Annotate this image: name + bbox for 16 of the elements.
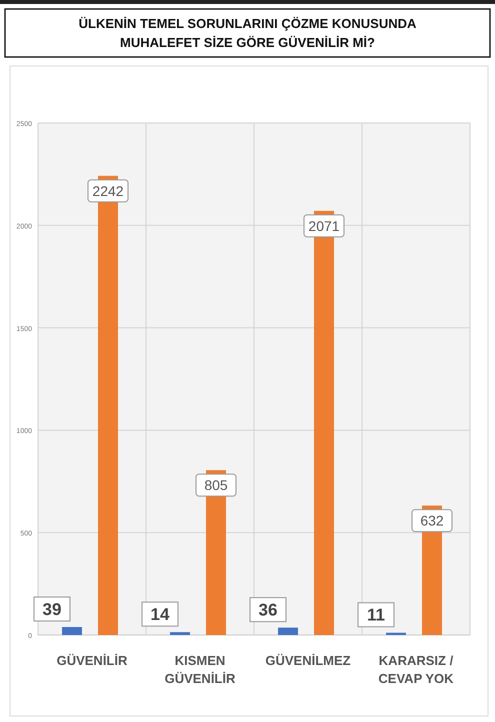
data-label: 39 [42, 600, 62, 620]
x-tick-label: GÜVENİLİR [56, 653, 128, 668]
data-label: 2071 [308, 218, 340, 234]
data-label: 11 [367, 606, 385, 625]
chart-title: ÜLKENİN TEMEL SORUNLARINI ÇÖZME KONUSUNDA MUHALEFET SİZE GÖRE GÜVENİLİR Mİ? [78, 16, 417, 50]
x-tick-label: GÜVENİLMEZ [265, 653, 351, 668]
x-tick-label: KARARSIZ / CEVAP YOK [378, 653, 454, 686]
bar [62, 627, 82, 635]
bar [170, 632, 190, 635]
data-label: 2242 [92, 182, 124, 199]
data-label: 36 [258, 600, 278, 620]
data-label: 14 [150, 605, 170, 624]
data-label: 805 [204, 477, 228, 494]
x-tick-label: KISMEN GÜVENİLİR [164, 653, 236, 686]
bar [278, 628, 298, 635]
data-label: 632 [420, 512, 444, 529]
